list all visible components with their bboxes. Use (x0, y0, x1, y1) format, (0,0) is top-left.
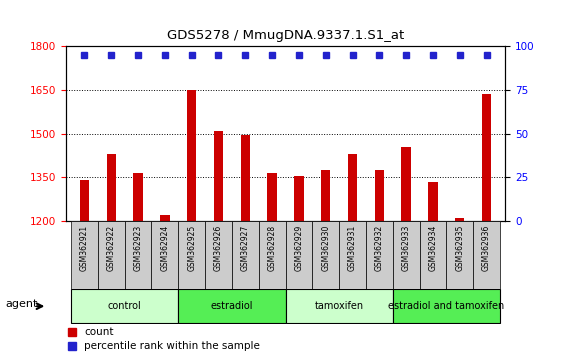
Bar (107, 154, 116, 221)
Bar (348, 154, 357, 221)
Bar (447, 221, 473, 289)
Bar (98, 221, 124, 289)
Bar (321, 170, 331, 221)
Bar (178, 221, 205, 289)
Text: GSM362936: GSM362936 (482, 225, 491, 271)
Text: GSM362929: GSM362929 (295, 225, 303, 271)
Bar (240, 135, 250, 221)
Bar (393, 221, 420, 289)
Bar (259, 221, 286, 289)
Bar (286, 289, 393, 323)
Text: GSM362933: GSM362933 (401, 225, 411, 271)
Bar (80, 181, 89, 221)
Bar (124, 221, 151, 289)
Text: GSM362928: GSM362928 (268, 225, 276, 271)
Bar (312, 221, 339, 289)
Text: GSM362922: GSM362922 (107, 225, 116, 271)
Bar (267, 173, 277, 221)
Text: control: control (108, 301, 142, 311)
Text: GSM362924: GSM362924 (160, 225, 170, 271)
Title: GDS5278 / MmugDNA.9337.1.S1_at: GDS5278 / MmugDNA.9337.1.S1_at (167, 29, 404, 42)
Text: GSM362927: GSM362927 (241, 225, 250, 271)
Bar (205, 221, 232, 289)
Bar (151, 221, 178, 289)
Bar (339, 221, 366, 289)
Bar (286, 221, 312, 289)
Text: GSM362930: GSM362930 (321, 225, 330, 271)
Bar (455, 218, 464, 221)
Bar (134, 173, 143, 221)
Bar (232, 221, 259, 289)
Text: estradiol and tamoxifen: estradiol and tamoxifen (388, 301, 505, 311)
Bar (482, 94, 491, 221)
Text: GSM362931: GSM362931 (348, 225, 357, 271)
Text: count: count (84, 327, 114, 337)
Text: agent: agent (5, 299, 38, 309)
Bar (473, 221, 500, 289)
Text: GSM362926: GSM362926 (214, 225, 223, 271)
Text: tamoxifen: tamoxifen (315, 301, 364, 311)
Text: GSM362921: GSM362921 (80, 225, 89, 271)
Bar (178, 289, 286, 323)
Bar (393, 289, 500, 323)
Text: GSM362932: GSM362932 (375, 225, 384, 271)
Bar (160, 215, 170, 221)
Bar (420, 221, 447, 289)
Bar (214, 131, 223, 221)
Text: GSM362923: GSM362923 (134, 225, 143, 271)
Bar (366, 221, 393, 289)
Bar (401, 147, 411, 221)
Text: GSM362935: GSM362935 (455, 225, 464, 271)
Bar (71, 221, 98, 289)
Bar (294, 176, 304, 221)
Text: estradiol: estradiol (211, 301, 253, 311)
Text: GSM362925: GSM362925 (187, 225, 196, 271)
Text: GSM362934: GSM362934 (428, 225, 437, 271)
Bar (71, 289, 178, 323)
Bar (428, 182, 437, 221)
Bar (375, 170, 384, 221)
Bar (187, 90, 196, 221)
Text: percentile rank within the sample: percentile rank within the sample (84, 341, 260, 350)
